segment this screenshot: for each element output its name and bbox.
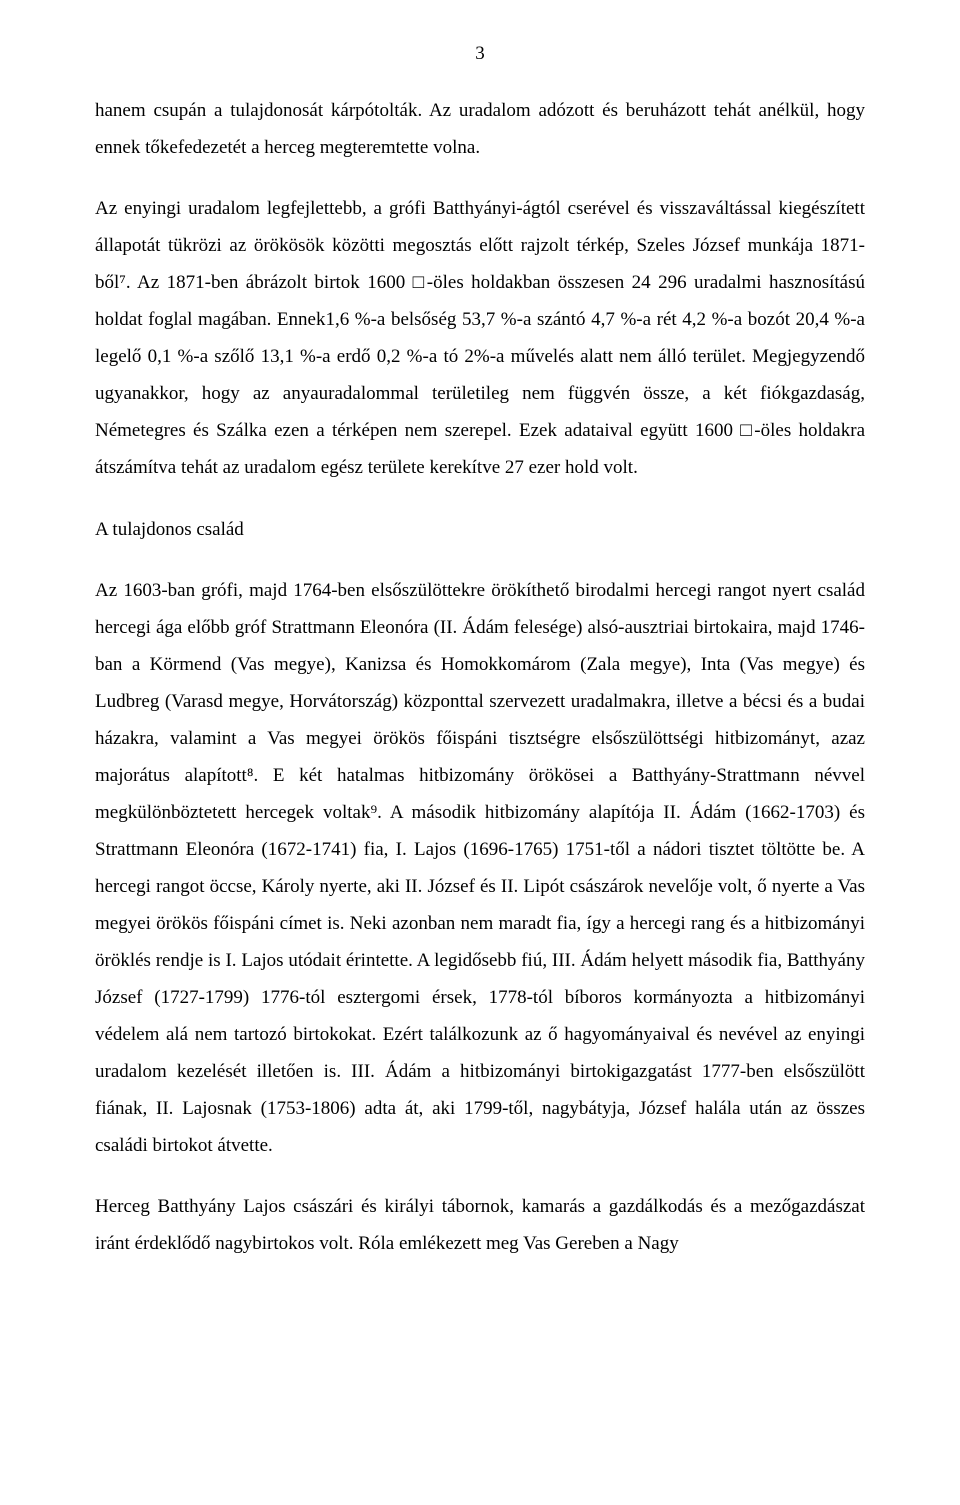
page-number: 3 xyxy=(95,35,865,72)
paragraph-4: Herceg Batthyány Lajos császári és királ… xyxy=(95,1188,865,1262)
paragraph-2: Az enyingi uradalom legfejlettebb, a gró… xyxy=(95,190,865,486)
document-page: 3 hanem csupán a tulajdonosát kárpótoltá… xyxy=(0,0,960,1505)
paragraph-1: hanem csupán a tulajdonosát kárpótolták.… xyxy=(95,92,865,166)
section-heading: A tulajdonos család xyxy=(95,511,865,548)
paragraph-3: Az 1603-ban grófi, majd 1764-ben elsőszü… xyxy=(95,572,865,1165)
